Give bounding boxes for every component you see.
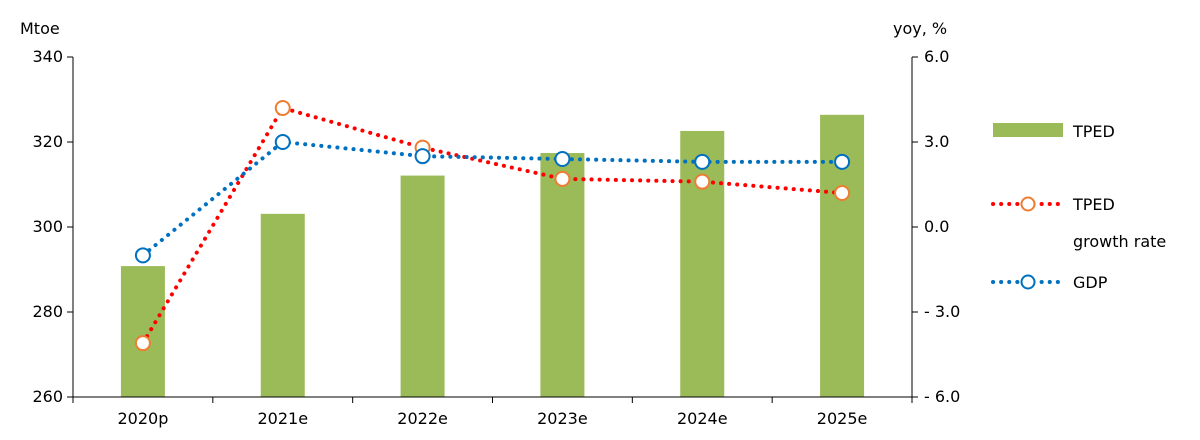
right-tick-label: - 6.0	[924, 387, 960, 406]
legend-label-tped: TPED	[1072, 122, 1115, 141]
tped-bar-2022e	[400, 175, 445, 397]
right-tick-label: - 3.0	[924, 302, 960, 321]
legend: TPED TPED growth rate GDP	[991, 122, 1166, 292]
tped-bar-2021e	[260, 213, 305, 397]
tped-bar-2024e	[680, 130, 725, 397]
right-axis-unit: yoy, %	[893, 19, 947, 38]
right-tick-label: 6.0	[924, 47, 949, 66]
gdp-point	[694, 153, 711, 170]
legend-label-tped-growth-rate: TPED	[1072, 195, 1115, 214]
tped-bar-2020p	[120, 266, 165, 397]
legend-marker-tped-growth-rate	[1020, 196, 1036, 212]
left-axis-unit: Mtoe	[20, 19, 60, 38]
left-tick-label: 260	[32, 387, 63, 406]
right-tick-label: 0.0	[924, 217, 949, 236]
left-tick-label: 320	[32, 132, 63, 151]
gdp-line	[140, 139, 845, 258]
tped-growth-rate-point	[694, 173, 711, 190]
legend-label-gdp: GDP	[1073, 273, 1108, 292]
tped-bar-2023e	[540, 153, 585, 397]
x-tick-label: 2022e	[397, 409, 448, 428]
x-tick-label: 2024e	[677, 409, 728, 428]
left-axis-ticks: 260 280 300 320 340	[32, 47, 73, 406]
x-tick-label: 2020p	[117, 409, 168, 428]
gdp-point	[274, 134, 291, 150]
left-tick-label: 300	[32, 217, 63, 236]
axes	[72, 57, 913, 403]
legend-marker-gdp	[1020, 274, 1036, 290]
tped-growth-rate-point	[834, 185, 851, 201]
series-lines	[134, 100, 851, 352]
x-tick-label: 2025e	[817, 409, 868, 428]
right-axis-ticks: 6.0 3.0 0.0 - 3.0 - 6.0	[912, 47, 960, 406]
tped-growth-rate-point	[554, 170, 571, 187]
tped-growth-rate-line	[140, 105, 845, 346]
right-tick-label: 3.0	[924, 132, 949, 151]
x-axis-labels: 2020p 2021e 2022e 2023e 2024e 2025e	[117, 409, 867, 428]
x-tick-label: 2023e	[537, 409, 588, 428]
gdp-point	[834, 153, 851, 170]
gdp-point	[554, 151, 571, 167]
legend-label-tped-growth-rate: growth rate	[1073, 232, 1166, 251]
legend-swatch-tped	[993, 123, 1063, 137]
gdp-point	[134, 247, 151, 264]
left-tick-label: 340	[32, 47, 63, 66]
x-tick-label: 2021e	[257, 409, 308, 428]
tped-growth-rate-point	[274, 100, 291, 116]
gdp-point	[414, 148, 431, 165]
tped-growth-rate-point	[134, 335, 151, 352]
left-tick-label: 280	[32, 302, 63, 321]
